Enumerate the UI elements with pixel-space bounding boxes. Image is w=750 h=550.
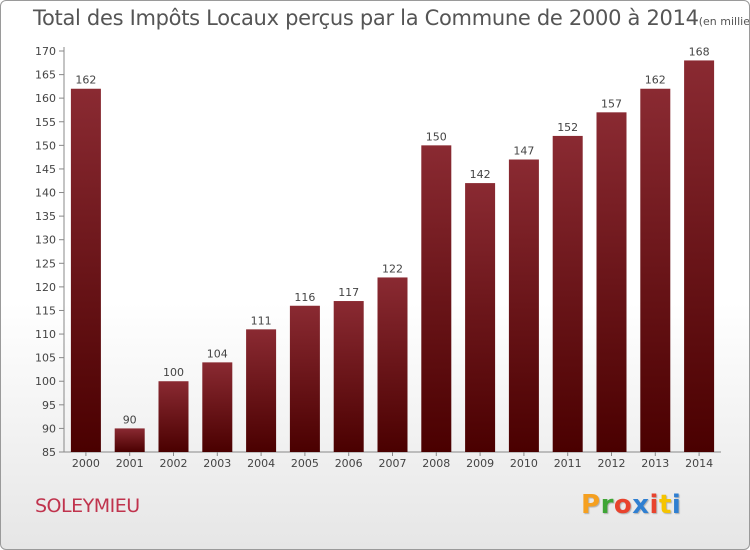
proxiti-logo: Proxiti: [581, 490, 681, 520]
x-tick-label: 2009: [466, 457, 494, 470]
bar-value-label: 150: [426, 130, 447, 143]
y-tick-label: 120: [35, 281, 56, 294]
bar-value-label: 162: [75, 74, 96, 87]
commune-name: SOLEYMIEU: [35, 495, 140, 517]
bar-2014: [684, 60, 715, 452]
bar-2008: [421, 145, 452, 452]
y-tick-label: 165: [35, 69, 56, 82]
bar-value-label: 104: [207, 347, 228, 360]
bar-value-label: 122: [382, 262, 403, 275]
logo-letter: x: [632, 490, 650, 520]
x-tick-label: 2007: [379, 457, 407, 470]
y-tick-label: 115: [35, 304, 56, 317]
bar-value-label: 90: [123, 413, 137, 426]
x-tick-label: 2010: [510, 457, 538, 470]
y-tick-label: 145: [35, 163, 56, 176]
bar-2009: [465, 183, 496, 452]
x-tick-label: 2011: [554, 457, 582, 470]
bar-2012: [596, 112, 627, 453]
bar-value-label: 157: [601, 97, 622, 110]
x-tick-label: 2013: [641, 457, 669, 470]
bar-value-label: 162: [645, 74, 666, 87]
x-tick-label: 2003: [203, 457, 231, 470]
bar-value-label: 168: [689, 45, 710, 58]
logo-letter: i: [649, 490, 659, 520]
x-tick-label: 2014: [685, 457, 713, 470]
x-tick-label: 2012: [598, 457, 626, 470]
bar-value-label: 100: [163, 366, 184, 379]
bar-2007: [377, 277, 408, 452]
chart-title-main: Total des Impôts Locaux perçus par la Co…: [33, 6, 699, 30]
y-tick-label: 125: [35, 257, 56, 270]
bar-2002: [158, 381, 189, 452]
logo-letter: t: [658, 490, 672, 520]
x-tick-label: 2008: [422, 457, 450, 470]
y-tick-label: 110: [35, 328, 56, 341]
y-tick-label: 155: [35, 116, 56, 129]
y-tick-label: 150: [35, 139, 56, 152]
y-tick-label: 160: [35, 92, 56, 105]
bar-value-label: 116: [294, 291, 315, 304]
bar-2003: [202, 362, 233, 452]
bar-value-label: 147: [513, 145, 534, 158]
x-tick-label: 2000: [72, 457, 100, 470]
y-tick-label: 85: [42, 446, 56, 459]
x-tick-label: 2001: [116, 457, 144, 470]
y-tick-label: 135: [35, 210, 56, 223]
x-tick-label: 2005: [291, 457, 319, 470]
bar-value-label: 111: [251, 314, 272, 327]
x-tick-label: 2004: [247, 457, 275, 470]
y-tick-label: 105: [35, 352, 56, 365]
logo-letter: o: [613, 490, 633, 520]
y-tick-label: 140: [35, 187, 56, 200]
bar-2010: [508, 159, 539, 452]
y-tick-label: 90: [42, 422, 56, 435]
y-tick-label: 95: [42, 399, 56, 412]
logo-letter: P: [581, 490, 601, 520]
bar-value-label: 152: [557, 121, 578, 134]
bar-value-label: 142: [470, 168, 491, 181]
y-axis: 85 90 95 100 105 110 115 120 125 130 135 140 145 150 1…: [35, 45, 65, 459]
bar-2001: [114, 428, 145, 452]
logo-letter: r: [600, 490, 614, 520]
logo-letter: i: [671, 490, 682, 520]
bar-2013: [640, 88, 671, 452]
y-tick-label: 100: [35, 375, 56, 388]
y-tick-label: 130: [35, 234, 56, 247]
bar-2004: [246, 329, 277, 452]
bar-2000: [70, 88, 101, 452]
x-axis: 2000 2001 2002 2003 2004 2005 2006 2007 2008 2009…: [64, 451, 721, 470]
bar-2006: [333, 301, 364, 452]
y-tick-label: 170: [35, 45, 56, 58]
bar-value-label: 117: [338, 286, 359, 299]
bar-2011: [552, 135, 583, 452]
x-tick-label: 2002: [160, 457, 188, 470]
bar-2005: [289, 305, 320, 452]
chart-title-unit: (en milliers d'€): [698, 15, 750, 28]
x-tick-label: 2006: [335, 457, 363, 470]
bars: 162 90 100 104 111 116 117 122 150 142 147 152 157 16…: [70, 45, 715, 453]
chart-title: Total des Impôts Locaux perçus par la Co…: [33, 6, 750, 30]
